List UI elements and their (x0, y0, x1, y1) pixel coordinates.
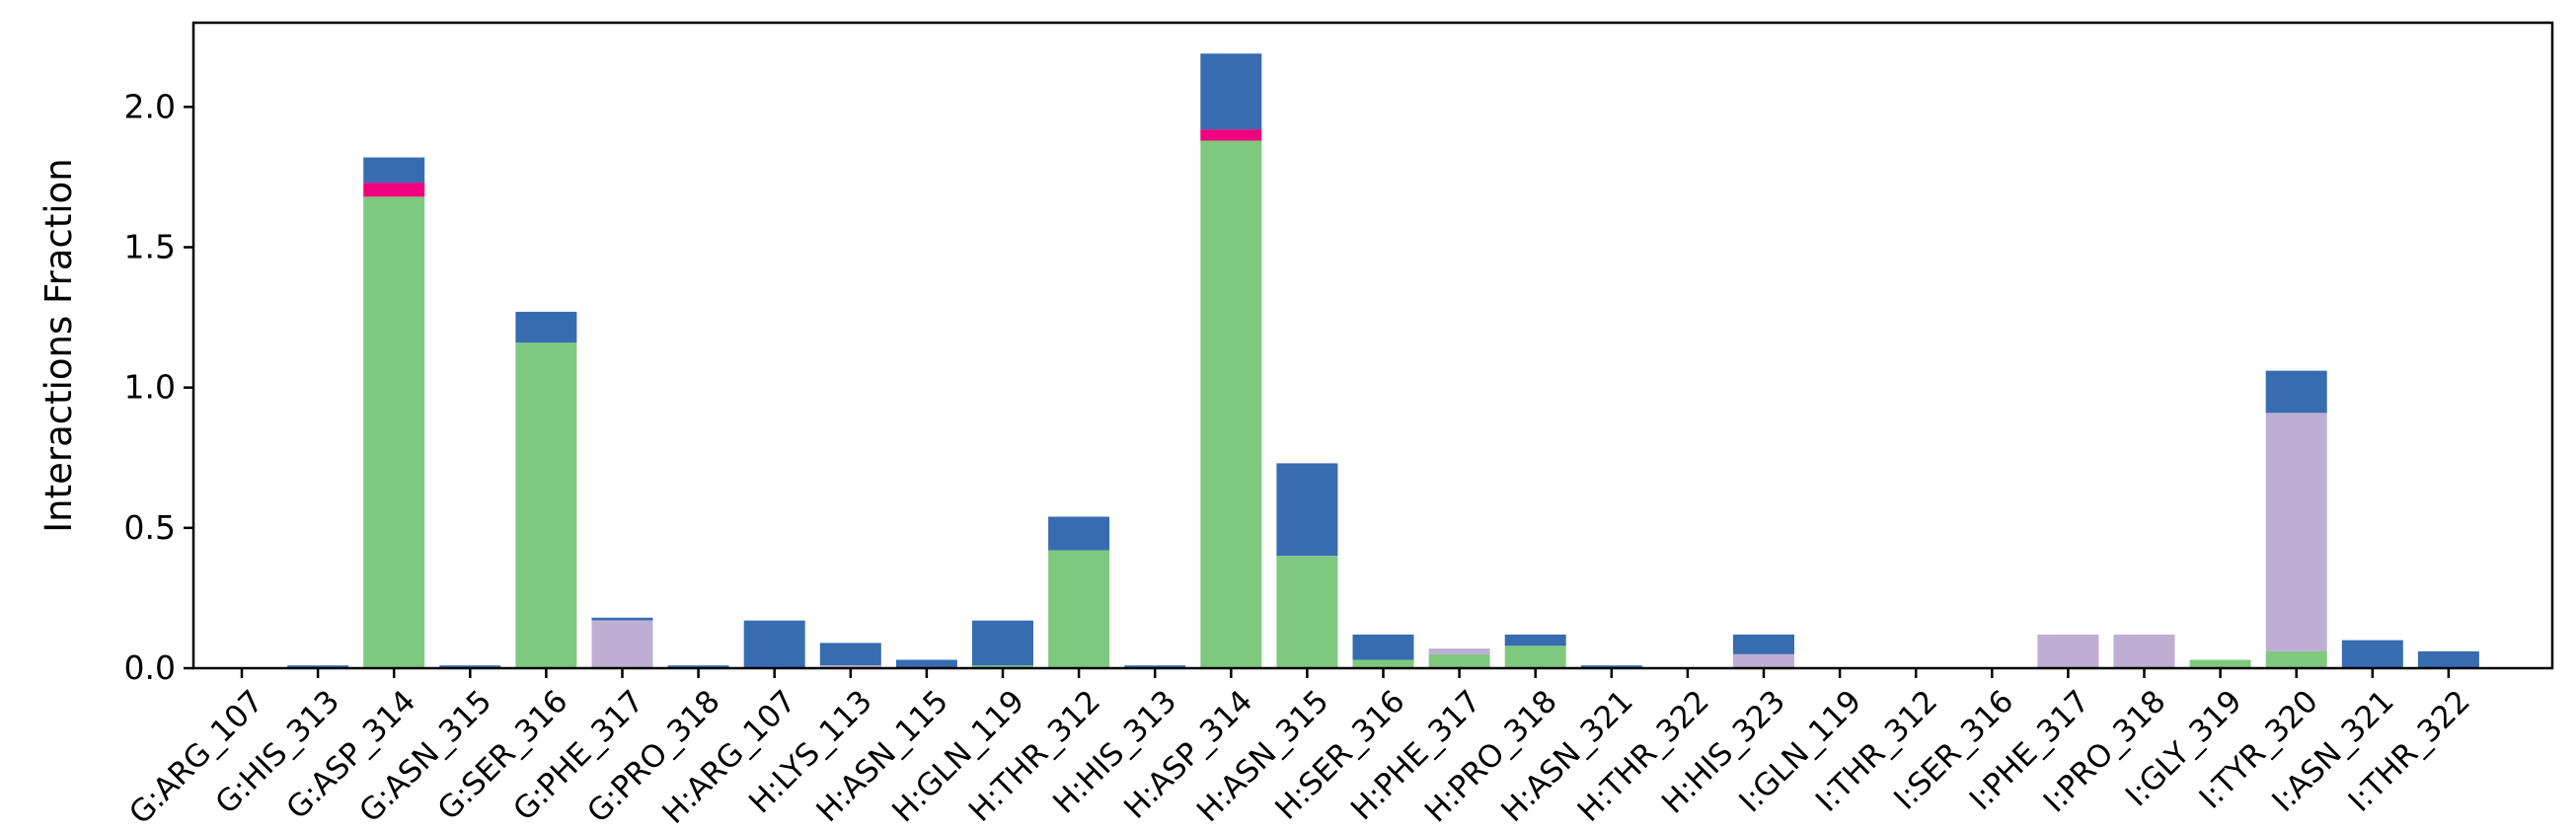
y-axis-title: Interactions Fraction (38, 158, 80, 532)
bar-segment-blue-3 (439, 665, 501, 668)
bar-segment-green-4 (515, 342, 577, 668)
bar-segment-purple-25 (2113, 634, 2175, 668)
bar-segment-green-14 (1276, 556, 1338, 668)
bar-segment-blue-5 (591, 617, 653, 621)
bar-segment-purple-20 (1733, 653, 1794, 668)
bar-segment-blue-6 (667, 665, 729, 668)
bar-segment-blue-28 (2341, 640, 2403, 668)
bar-segment-blue-29 (2417, 650, 2479, 668)
y-tick-label: 1.0 (124, 368, 176, 407)
bar-segment-green-15 (1352, 659, 1414, 668)
bar-segment-pink-2 (363, 183, 425, 197)
bar-segment-green-11 (1048, 550, 1110, 668)
bar-segment-blue-15 (1352, 634, 1414, 660)
y-tick-label: 2.0 (124, 87, 176, 125)
bar-segment-blue-13 (1200, 53, 1262, 130)
bar-segment-blue-11 (1048, 516, 1110, 551)
bar-segment-blue-7 (743, 620, 805, 668)
bar-segment-blue-4 (515, 311, 577, 343)
bar-segment-blue-17 (1504, 634, 1566, 646)
bar-segment-purple-8 (819, 665, 881, 668)
bar-segment-blue-2 (363, 157, 425, 184)
bar-segment-purple-5 (591, 620, 653, 668)
bar-segment-purple-27 (2265, 413, 2327, 651)
bars-layer (287, 53, 2479, 669)
bar-segment-purple-24 (2037, 634, 2099, 668)
bar-segment-green-17 (1504, 645, 1566, 668)
plot-frame (191, 21, 2554, 670)
bar-segment-blue-9 (895, 659, 957, 668)
bar-segment-blue-12 (1124, 665, 1186, 668)
bar-segment-purple-16 (1428, 648, 1490, 654)
y-tick-label: 0.0 (124, 648, 176, 687)
bar-segment-blue-14 (1276, 463, 1338, 557)
bar-segment-blue-18 (1580, 665, 1642, 668)
y-tick-label: 1.5 (124, 227, 176, 266)
bar-segment-blue-27 (2265, 370, 2327, 414)
bar-segment-blue-20 (1733, 634, 1794, 654)
bar-segment-green-16 (1428, 653, 1490, 668)
bar-segment-green-26 (2189, 659, 2251, 668)
y-axis: 0.0 0.5 1.0 1.5 2.0 (124, 87, 193, 687)
bar-segment-blue-1 (287, 665, 349, 668)
bar-segment-green-13 (1200, 140, 1262, 668)
x-axis: G:ARG_107G:HIS_313G:ASP_314G:ASN_315G:SE… (122, 668, 2477, 831)
bar-segment-green-10 (972, 665, 1033, 668)
bar-segment-blue-10 (972, 620, 1033, 666)
bar-segment-green-2 (363, 196, 425, 669)
bar-segment-green-27 (2265, 650, 2327, 668)
bar-segment-blue-8 (819, 643, 881, 666)
y-tick-label: 0.5 (124, 508, 176, 547)
bar-segment-pink-13 (1200, 129, 1262, 141)
